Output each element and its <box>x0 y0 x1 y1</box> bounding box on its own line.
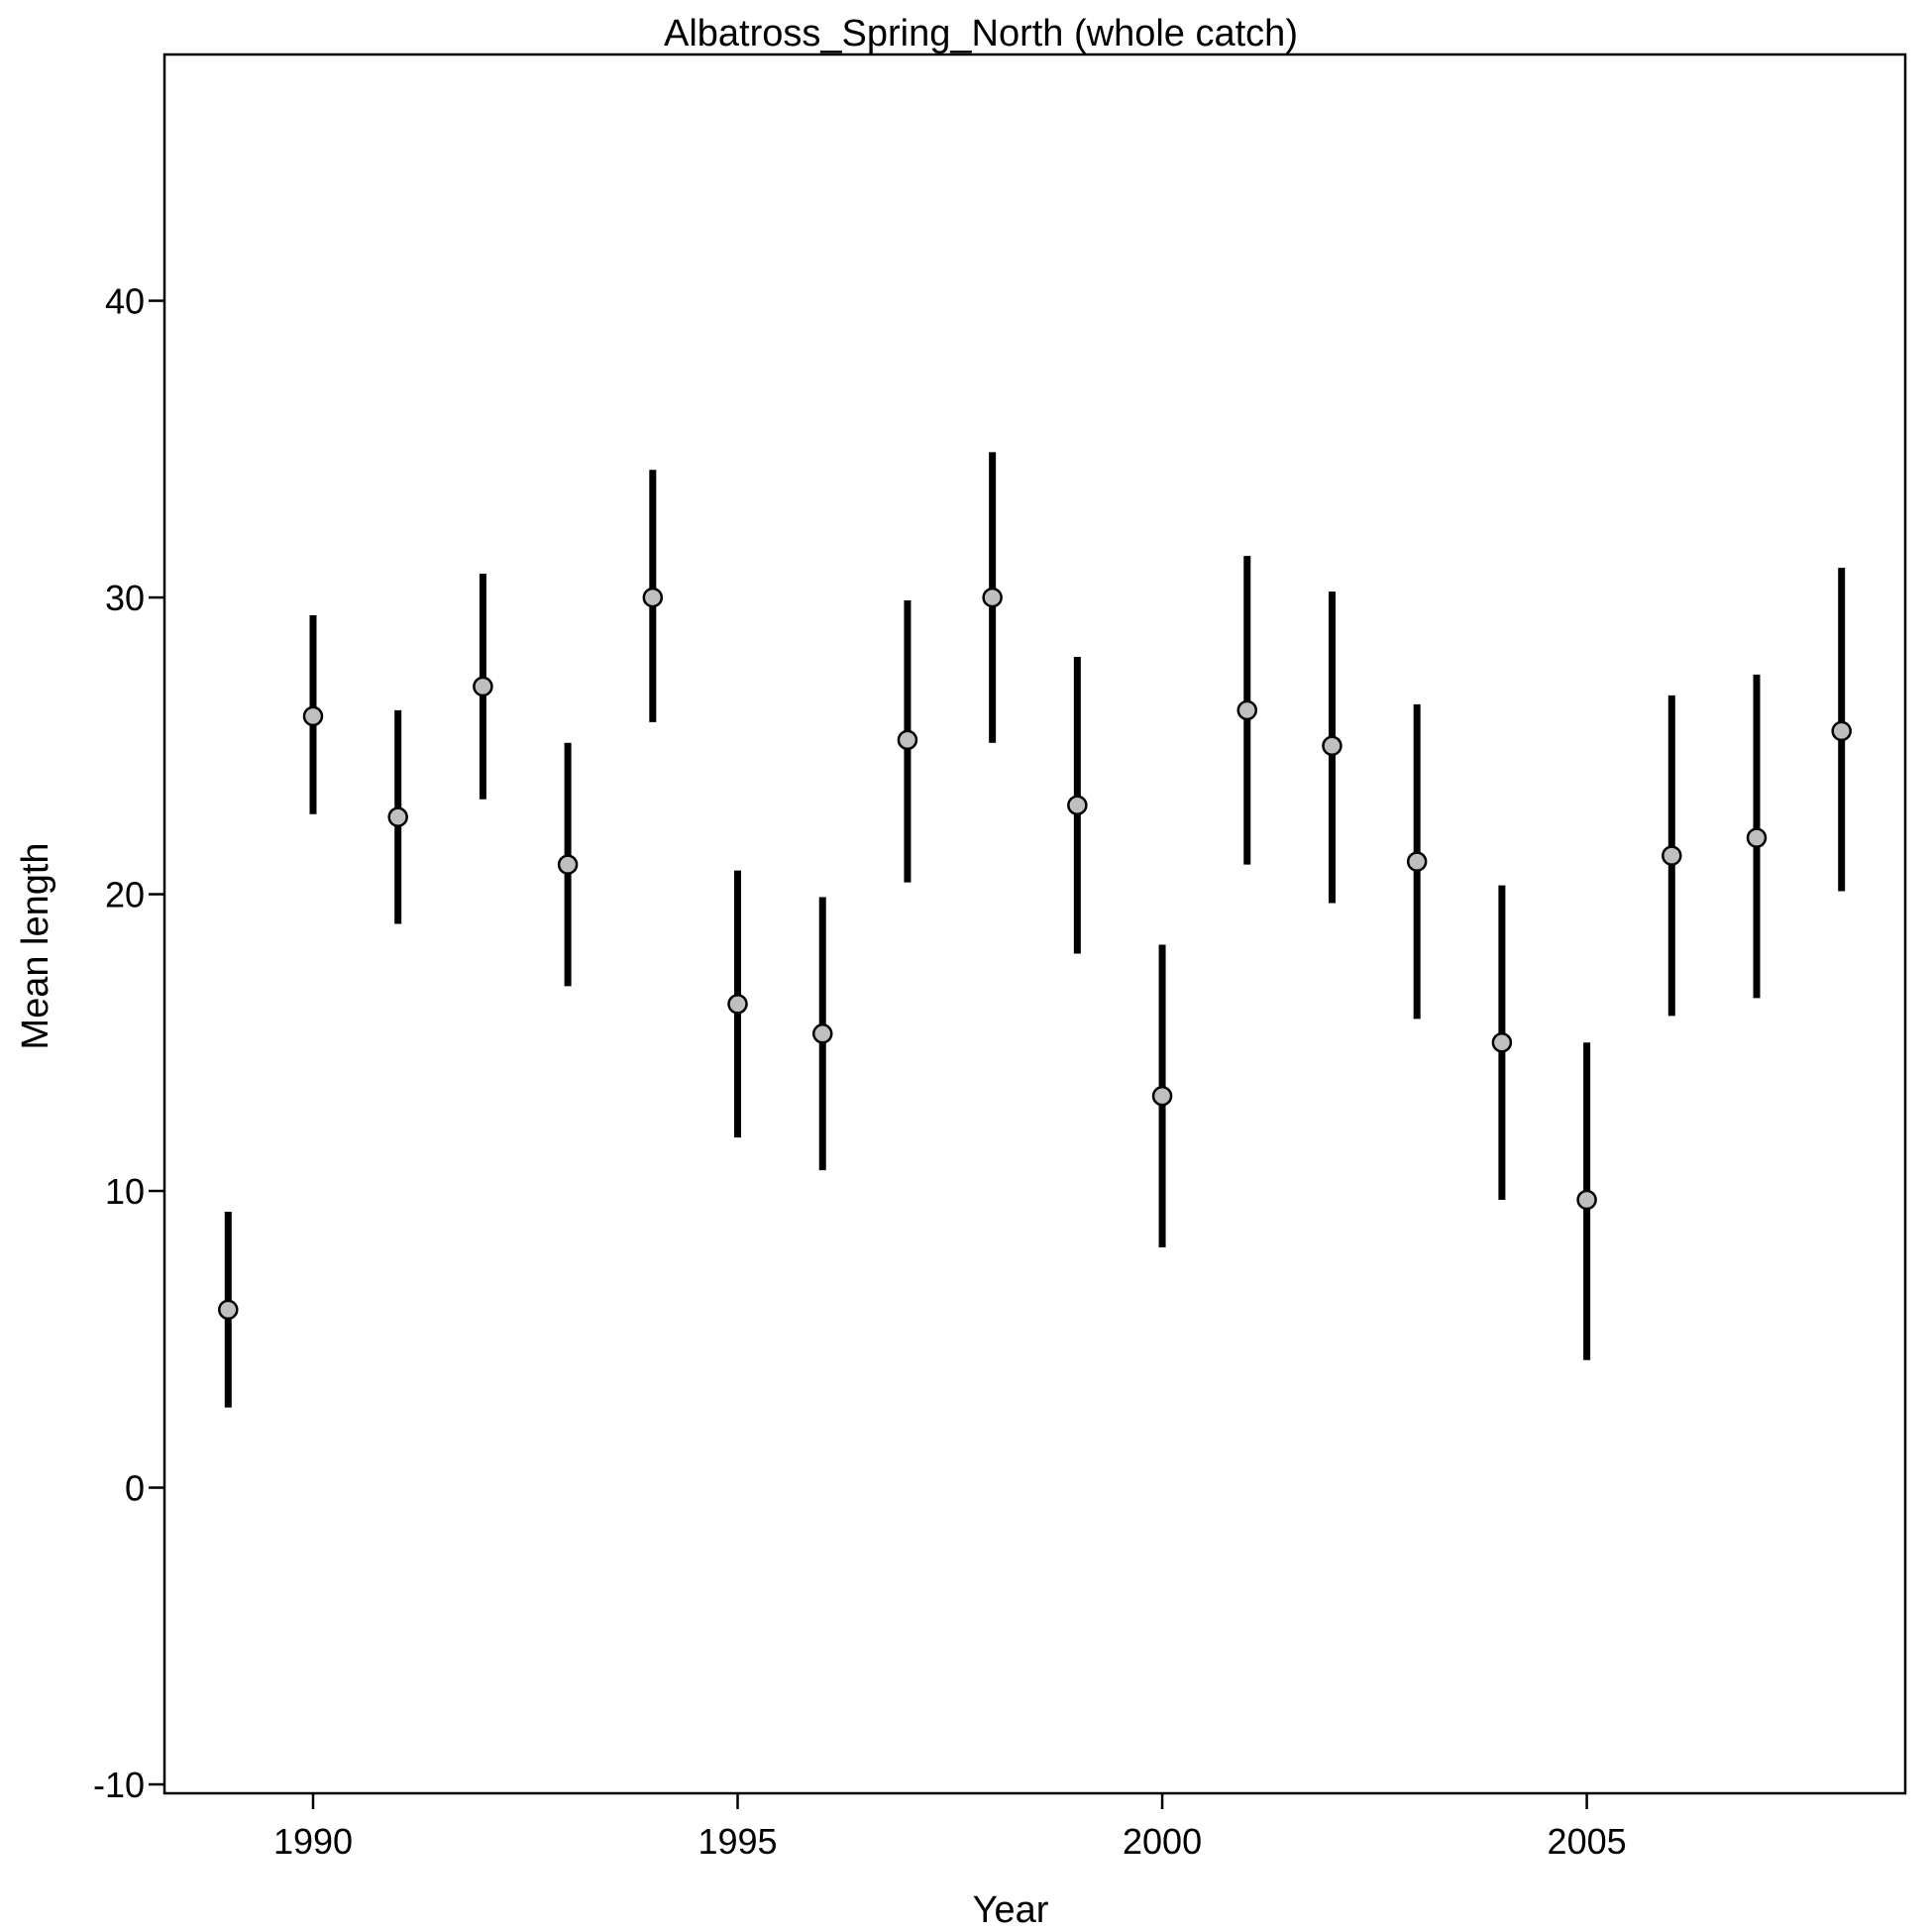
mean-point <box>811 1023 833 1044</box>
y-tick-label: 30 <box>105 578 145 618</box>
mean-point <box>1576 1189 1597 1211</box>
mean-point <box>727 994 748 1015</box>
mean-point <box>642 587 664 608</box>
mean-point <box>557 854 579 875</box>
mean-point <box>1831 720 1852 742</box>
y-axis: -10 0 10 20 30 40 <box>93 281 164 1805</box>
mean-point <box>982 587 1003 608</box>
x-tick-label: 2005 <box>1548 1821 1627 1862</box>
mean-point <box>1322 735 1342 757</box>
y-axis-label: Mean length <box>15 842 56 1049</box>
mean-point <box>1236 699 1258 721</box>
mean-point <box>387 806 408 827</box>
mean-point <box>473 676 493 698</box>
mean-point <box>1746 827 1768 848</box>
plot-frame <box>162 53 1907 1795</box>
y-tick-label: 20 <box>105 875 145 915</box>
y-tick-label: 40 <box>105 281 145 322</box>
x-tick-label: 1995 <box>698 1821 777 1862</box>
mean-point <box>1491 1032 1513 1053</box>
mean-point <box>897 729 918 751</box>
x-tick-label: 2000 <box>1123 1821 1202 1862</box>
mean-points <box>218 587 1852 1321</box>
chart-title: Albatross_Spring_North (whole catch) <box>664 13 1298 54</box>
y-tick-label: 10 <box>105 1171 145 1212</box>
y-tick-label: -10 <box>93 1765 145 1805</box>
mean-point <box>1151 1085 1173 1107</box>
mean-point <box>1662 845 1682 866</box>
mean-point <box>1067 795 1088 815</box>
x-axis-label: Year <box>973 1889 1049 1931</box>
x-axis: 1990 1995 2000 2005 <box>273 1793 1627 1862</box>
mean-point <box>218 1299 239 1321</box>
mean-point <box>1406 851 1428 872</box>
mean-point <box>302 705 324 727</box>
y-tick-label: 0 <box>125 1468 145 1509</box>
x-tick-label: 1990 <box>273 1821 353 1862</box>
